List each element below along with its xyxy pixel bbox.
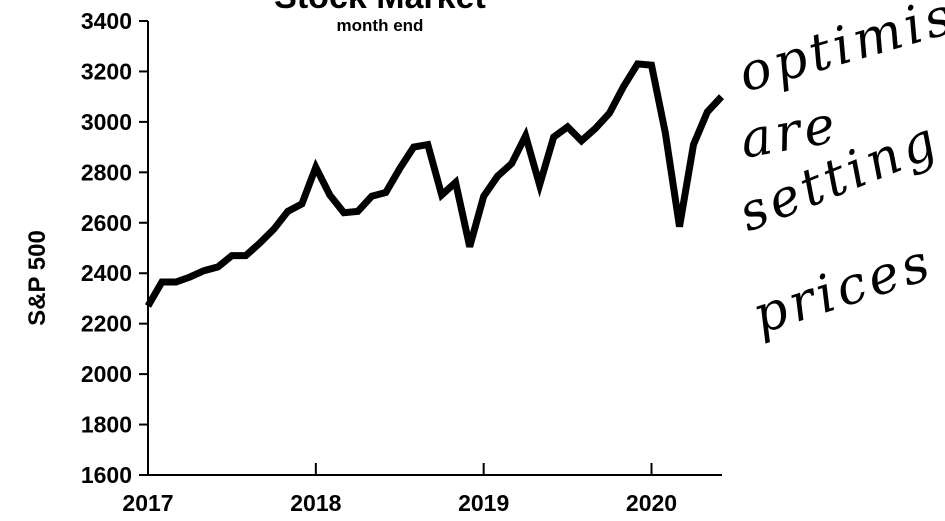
x-axis-ticks: 2017 2018 2019 2020 <box>122 463 677 516</box>
y-tick-label: 3000 <box>81 109 132 135</box>
y-axis-title: S&P 500 <box>24 230 51 326</box>
handwritten-annotation: optimists are setting prices <box>730 0 945 346</box>
y-tick-label: 2000 <box>81 361 132 387</box>
y-tick-label: 2400 <box>81 260 132 286</box>
y-tick-label: 3400 <box>81 8 132 34</box>
series-layer <box>144 60 725 308</box>
chart-subtitle: month end <box>337 16 424 35</box>
series-line-sp500 <box>144 60 725 308</box>
x-tick-label: 2019 <box>458 490 509 516</box>
y-tick-label: 1600 <box>81 462 132 488</box>
chart-title: Stock Market <box>274 0 486 16</box>
y-tick-label: 2600 <box>81 210 132 236</box>
y-tick-label: 1800 <box>81 412 132 438</box>
y-axis-ticks: 1600 1800 2000 2200 2400 2600 2800 3000 3200 3400 <box>81 8 148 488</box>
x-tick-label: 2017 <box>122 490 173 516</box>
y-tick-label: 2800 <box>81 159 132 185</box>
annotation-word-optimists: optimists <box>732 0 945 104</box>
y-tick-label: 3200 <box>81 58 132 84</box>
annotation-word-prices: prices <box>745 232 940 346</box>
y-tick-label: 2200 <box>81 311 132 337</box>
x-tick-label: 2020 <box>626 490 677 516</box>
x-tick-label: 2018 <box>290 490 341 516</box>
